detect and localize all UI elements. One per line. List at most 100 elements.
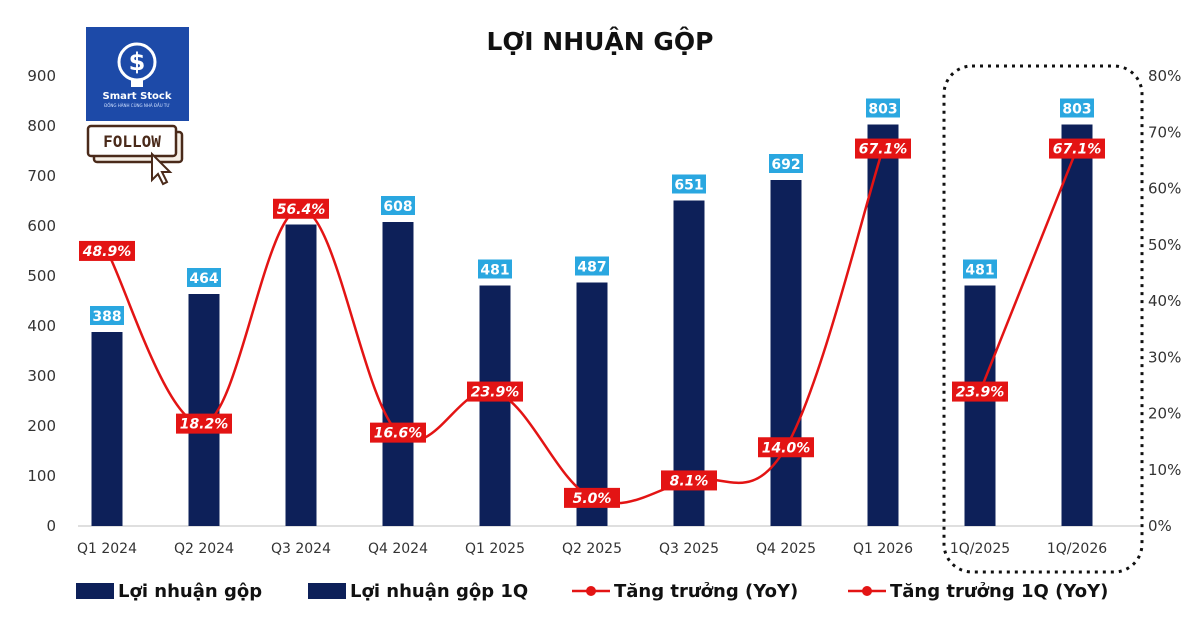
- growth-line: [978, 148, 1079, 393]
- legend-item: Tăng trưởng 1Q (YoY): [848, 581, 1108, 602]
- x-tick-label: Q2 2025: [562, 541, 622, 557]
- logo-name: Smart Stock: [103, 91, 172, 102]
- bulb-base-icon: [131, 79, 143, 87]
- growth-label: 16.6%: [374, 426, 423, 442]
- legend-item: Lợi nhuận gộp: [76, 581, 262, 602]
- x-tick-label: Q1 2024: [77, 541, 137, 557]
- bar-value-label: 608: [383, 199, 412, 215]
- bar-value-label: 481: [965, 263, 994, 279]
- y-right-tick-label: 40%: [1148, 292, 1181, 310]
- bar-value-label: 388: [92, 309, 121, 325]
- legend-swatch-bar: [76, 583, 114, 599]
- bar-value-label-box: [1060, 98, 1094, 118]
- bar: [382, 222, 414, 526]
- growth-label: 56.4%: [277, 202, 326, 218]
- bar-value-label-box: [769, 154, 803, 173]
- growth-label: 23.9%: [471, 385, 520, 401]
- bar-value-label-box: [963, 259, 997, 279]
- growth-label-box: [661, 470, 717, 491]
- growth-label: 14.0%: [762, 440, 811, 456]
- growth-label-box: [467, 381, 523, 402]
- y-left-tick-label: 500: [27, 267, 56, 285]
- x-tick-label: Q1 2025: [465, 541, 525, 557]
- y-left-tick-label: 400: [27, 317, 56, 335]
- bar-value-label-box: [478, 259, 512, 279]
- highlight-box: [942, 64, 1144, 574]
- y-left-tick-label: 200: [27, 417, 56, 435]
- bar: [479, 285, 511, 526]
- y-left-tick-label: 300: [27, 367, 56, 385]
- bar-value-label: 692: [771, 157, 800, 173]
- bar: [1061, 124, 1093, 526]
- x-tick-label: Q2 2024: [174, 541, 234, 557]
- bar-value-label: 651: [674, 178, 703, 194]
- y-right-tick-label: 80%: [1148, 67, 1181, 85]
- growth-label-box: [273, 198, 329, 219]
- bar: [964, 285, 996, 526]
- bar: [867, 124, 899, 526]
- bar: [285, 224, 317, 526]
- bar-value-label: 803: [1062, 102, 1091, 118]
- x-tick-label: Q4 2024: [368, 541, 428, 557]
- bar-value-label-box: [866, 98, 900, 118]
- bar-value-label-box: [90, 306, 124, 325]
- y-left-tick-label: 600: [27, 217, 56, 235]
- legend-swatch-marker: [586, 586, 596, 596]
- y-right-tick-label: 30%: [1148, 348, 1181, 366]
- follow-badge[interactable]: FOLLOW: [86, 124, 184, 186]
- label-layer: 388 464 608 481 487 651 692 803 481 803 48.9% 18.2%…: [79, 98, 1105, 508]
- bar-value-label: 803: [868, 102, 897, 118]
- y-left-tick-label: 900: [27, 67, 56, 85]
- y-right-tick-label: 70%: [1148, 123, 1181, 141]
- legend-swatch-marker: [862, 586, 872, 596]
- growth-label-box: [79, 240, 135, 261]
- bar-value-label: 481: [480, 263, 509, 279]
- legend-item: Lợi nhuận gộp 1Q: [308, 581, 528, 602]
- legend-swatch-bar: [308, 583, 346, 599]
- y-left-tick-label: 100: [27, 467, 56, 485]
- bar: [770, 180, 802, 526]
- follow-badge-face: [86, 124, 178, 158]
- y-left-tick-label: 0: [46, 517, 56, 535]
- growth-label-box: [855, 138, 911, 159]
- smart-stock-logo: $ Smart Stock ĐỒNG HÀNH CÙNG NHÀ ĐẦU TƯ: [86, 27, 189, 121]
- legend-label: Lợi nhuận gộp 1Q: [350, 581, 528, 602]
- x-tick-label: 1Q/2025: [950, 541, 1010, 557]
- bar-value-label-box: [381, 196, 415, 215]
- bar-layer: [91, 124, 1093, 526]
- y-right-tick-label: 0%: [1148, 517, 1172, 535]
- cursor-icon: [151, 151, 173, 186]
- legend-item: Tăng trưởng (YoY): [572, 581, 798, 602]
- bar-value-label-box: [575, 256, 609, 276]
- bar: [188, 294, 220, 526]
- bar-value-label-box: [187, 268, 221, 287]
- growth-label: 23.9%: [956, 385, 1005, 401]
- growth-label: 5.0%: [573, 491, 612, 507]
- bar-value-label-box: [672, 174, 706, 194]
- bar: [576, 282, 608, 526]
- legend: Lợi nhuận gộp Lợi nhuận gộp 1Q Tăng trưởng…: [76, 581, 1108, 602]
- bar-value-label: 487: [577, 260, 606, 276]
- y-right-tick-label: 60%: [1148, 180, 1181, 198]
- x-tick-label: Q4 2025: [756, 541, 816, 557]
- growth-label-box: [1049, 138, 1105, 159]
- growth-label-box: [564, 487, 620, 508]
- x-tick-label: Q3 2025: [659, 541, 719, 557]
- growth-label: 18.2%: [180, 417, 229, 433]
- axis-layer: 0 100 200 300 400 500 600 700 800 900 0% 10% 20% 30% 4…: [27, 67, 1181, 557]
- dollar-icon: $: [129, 48, 146, 76]
- growth-label: 67.1%: [859, 142, 908, 158]
- chart-title: LỢI NHUẬN GỘP: [487, 26, 714, 56]
- legend-label: Tăng trưởng (YoY): [614, 581, 798, 602]
- legend-label: Tăng trưởng 1Q (YoY): [890, 581, 1108, 602]
- y-right-tick-label: 20%: [1148, 405, 1181, 423]
- legend-label: Lợi nhuận gộp: [118, 581, 262, 602]
- growth-label: 8.1%: [670, 473, 709, 489]
- x-tick-label: Q1 2026: [853, 541, 913, 557]
- growth-label: 48.9%: [82, 244, 132, 260]
- growth-label: 67.1%: [1053, 142, 1102, 158]
- y-right-tick-label: 50%: [1148, 236, 1181, 254]
- x-tick-label: Q3 2024: [271, 541, 331, 557]
- growth-label-box: [370, 422, 426, 443]
